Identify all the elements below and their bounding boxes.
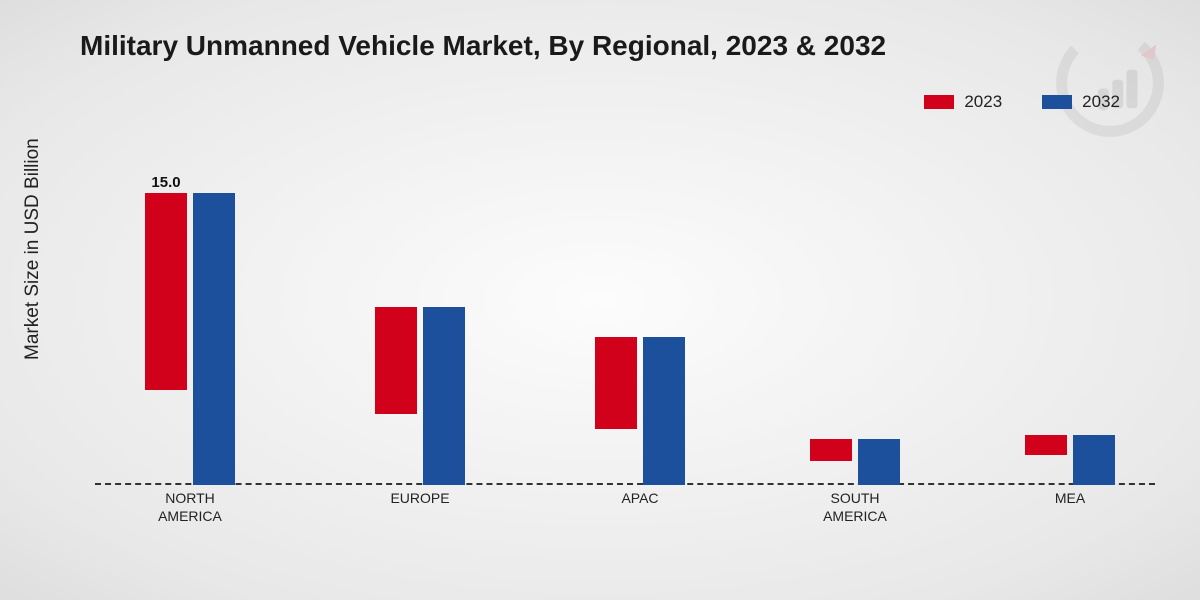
bar-group	[580, 337, 700, 485]
bar	[858, 439, 900, 485]
bar-group	[795, 439, 915, 485]
legend-label: 2032	[1082, 92, 1120, 112]
legend-label: 2023	[964, 92, 1002, 112]
chart-title: Military Unmanned Vehicle Market, By Reg…	[80, 30, 886, 62]
bar-group	[360, 307, 480, 485]
legend: 2023 2032	[924, 92, 1120, 112]
legend-swatch	[924, 95, 954, 109]
bar	[193, 193, 235, 485]
x-axis-category-label: EUROPE	[360, 490, 480, 508]
bar	[423, 307, 465, 485]
bar-group	[1010, 435, 1130, 485]
x-axis-labels: NORTH AMERICA EUROPE APAC SOUTH AMERICA MEA	[95, 490, 1155, 540]
chart-container: Military Unmanned Vehicle Market, By Reg…	[0, 0, 1200, 600]
bar: 15.0	[145, 193, 187, 389]
watermark-logo-icon	[1055, 28, 1165, 138]
legend-item: 2023	[924, 92, 1002, 112]
bar	[1073, 435, 1115, 485]
bar	[643, 337, 685, 485]
bar	[1025, 435, 1067, 455]
x-axis-category-label: MEA	[1010, 490, 1130, 508]
bar	[595, 337, 637, 429]
plot-area: 15.0	[95, 145, 1155, 485]
x-axis-category-label: APAC	[580, 490, 700, 508]
bar-value-label: 15.0	[151, 174, 180, 191]
legend-swatch	[1042, 95, 1072, 109]
bar	[375, 307, 417, 414]
bar-group: 15.0	[130, 193, 250, 485]
x-axis-category-label: NORTH AMERICA	[130, 490, 250, 525]
legend-item: 2032	[1042, 92, 1120, 112]
y-axis-label: Market Size in USD Billion	[22, 138, 44, 360]
bar	[810, 439, 852, 461]
x-axis-category-label: SOUTH AMERICA	[795, 490, 915, 525]
